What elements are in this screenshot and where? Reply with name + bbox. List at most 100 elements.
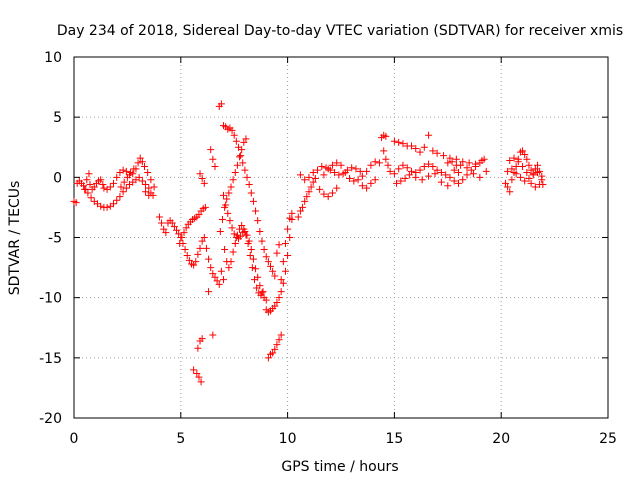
data-point <box>420 143 428 151</box>
data-point <box>207 146 215 154</box>
data-point <box>407 167 415 175</box>
data-point <box>117 183 125 191</box>
data-point <box>242 231 250 239</box>
data-point <box>175 230 183 238</box>
data-point <box>232 137 240 145</box>
data-point <box>506 188 514 196</box>
data-point <box>142 181 150 189</box>
data-point <box>407 142 415 150</box>
data-point <box>504 183 512 191</box>
data-point <box>228 224 236 232</box>
y-tick-label: 5 <box>53 110 62 126</box>
x-tick-label: 20 <box>492 431 510 447</box>
data-point <box>271 345 279 353</box>
data-point <box>454 169 462 177</box>
data-point <box>227 258 235 266</box>
data-point <box>185 256 193 264</box>
data-point <box>328 189 336 197</box>
data-point <box>243 173 251 181</box>
data-point <box>90 183 98 191</box>
x-tick-label: 10 <box>279 431 297 447</box>
data-point <box>523 155 531 163</box>
data-point <box>452 155 460 163</box>
data-point <box>437 169 445 177</box>
data-point <box>138 158 146 166</box>
data-point <box>525 161 533 169</box>
data-point <box>367 179 375 187</box>
data-point <box>286 214 294 222</box>
data-point <box>536 181 544 189</box>
data-point <box>168 219 176 227</box>
data-point <box>196 244 204 252</box>
data-point <box>467 166 475 174</box>
data-point <box>401 175 409 183</box>
data-point <box>202 244 210 252</box>
data-point <box>220 191 228 199</box>
data-point <box>247 189 255 197</box>
data-point <box>190 366 198 374</box>
data-point <box>138 177 146 185</box>
data-point <box>333 184 341 192</box>
data-point <box>222 201 230 209</box>
data-point <box>386 167 394 175</box>
data-point <box>350 177 358 185</box>
data-point <box>237 152 245 160</box>
data-point <box>425 160 433 168</box>
data-point <box>160 225 168 233</box>
data-point <box>273 341 281 349</box>
data-point <box>433 149 441 157</box>
data-point <box>196 170 204 178</box>
data-point <box>142 188 150 196</box>
data-point <box>501 179 509 187</box>
data-point <box>182 224 190 232</box>
data-point <box>113 196 121 204</box>
data-point <box>454 179 462 187</box>
data-point <box>529 171 537 179</box>
y-axis-label: SDTVAR / TECUs <box>7 181 23 296</box>
x-tick-label: 5 <box>176 431 185 447</box>
data-point <box>170 223 178 231</box>
data-point <box>393 179 401 187</box>
grid <box>74 57 608 418</box>
data-point <box>233 161 241 169</box>
data-point <box>221 246 229 254</box>
data-point <box>207 264 215 272</box>
data-point <box>183 252 191 260</box>
data-point <box>264 354 272 362</box>
data-point <box>198 237 206 245</box>
data-point <box>136 154 144 162</box>
data-point <box>277 276 285 284</box>
data-point <box>147 176 155 184</box>
data-point <box>412 173 420 181</box>
data-point <box>209 155 217 163</box>
data-point <box>239 159 247 167</box>
data-point <box>217 267 225 275</box>
data-point <box>229 176 237 184</box>
data-point <box>382 155 390 163</box>
data-point <box>358 172 366 180</box>
data-point <box>337 161 345 169</box>
data-point <box>446 154 454 162</box>
data-point <box>380 147 388 155</box>
data-point <box>371 176 379 184</box>
data-point <box>213 277 221 285</box>
data-point <box>512 170 520 178</box>
data-point <box>195 211 203 219</box>
data-point <box>205 255 213 263</box>
y-tick-label: 10 <box>44 50 62 66</box>
data-point <box>418 176 426 184</box>
data-point <box>246 252 254 260</box>
data-point <box>299 203 307 211</box>
data-point <box>249 197 257 205</box>
data-point <box>446 173 454 181</box>
data-point <box>252 207 260 215</box>
data-point <box>384 161 392 169</box>
data-point <box>162 229 170 237</box>
data-point <box>521 177 529 185</box>
data-point <box>250 276 258 284</box>
data-point <box>140 163 148 171</box>
data-point <box>448 158 456 166</box>
data-point <box>463 171 471 179</box>
data-point <box>85 170 93 178</box>
data-point <box>440 152 448 160</box>
